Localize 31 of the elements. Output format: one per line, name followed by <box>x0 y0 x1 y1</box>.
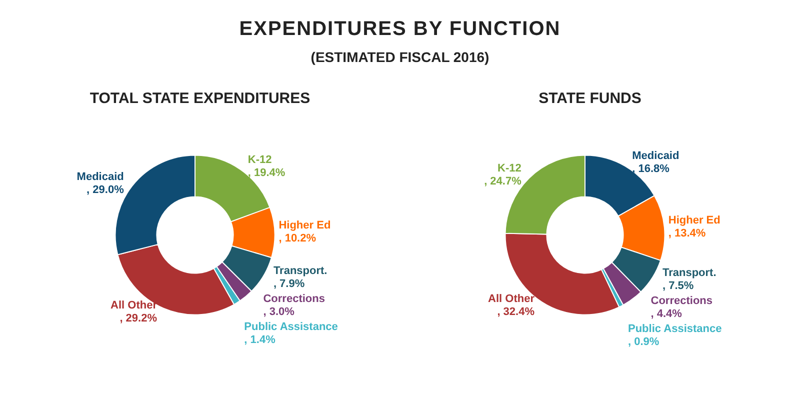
data-label: , 7.5% <box>662 280 694 292</box>
data-label: , 7.9% <box>273 278 305 290</box>
slice-label: Higher Ed <box>278 220 331 232</box>
slice-label: K-12 <box>248 154 272 166</box>
slice-label: Corrections <box>263 293 325 306</box>
data-label: , 29.0% <box>86 184 124 196</box>
data-label: , 0.9% <box>628 336 660 348</box>
slice-label: All Other <box>110 299 158 312</box>
data-label: , 1.4% <box>244 334 276 346</box>
slice-label: Public Assistance <box>244 321 338 334</box>
data-label: , 24.7% <box>484 176 522 188</box>
text: EXPENDITURES BY FUNCTION <box>238 18 562 41</box>
data-label: , 29.2% <box>120 312 158 324</box>
data-label: , 19.4% <box>248 166 286 179</box>
slice-label: Public Assistance <box>628 323 722 335</box>
chart-title: TOTAL STATE EXPENDITURES <box>90 90 310 107</box>
data-label: , 10.2% <box>278 232 316 245</box>
slice-label: K-12 <box>498 162 522 175</box>
slice-label: Higher Ed <box>668 214 720 226</box>
slice-label: Medicaid <box>76 171 124 184</box>
data-label: , 13.4% <box>668 227 706 240</box>
slice-label: All Other <box>488 292 536 305</box>
data-label: , 32.4% <box>497 306 535 318</box>
data-label: , 4.4% <box>650 308 682 320</box>
chart-title: STATE FUNDS <box>538 90 642 107</box>
data-label: , 3.0% <box>263 306 295 318</box>
slice-label: Transport. <box>273 265 328 278</box>
text: (ESTIMATED FISCAL 2016) <box>310 49 490 65</box>
slice-label: Transport. <box>662 267 716 279</box>
slice-label: Corrections <box>650 295 713 307</box>
slice-label: Medicaid <box>632 150 680 162</box>
